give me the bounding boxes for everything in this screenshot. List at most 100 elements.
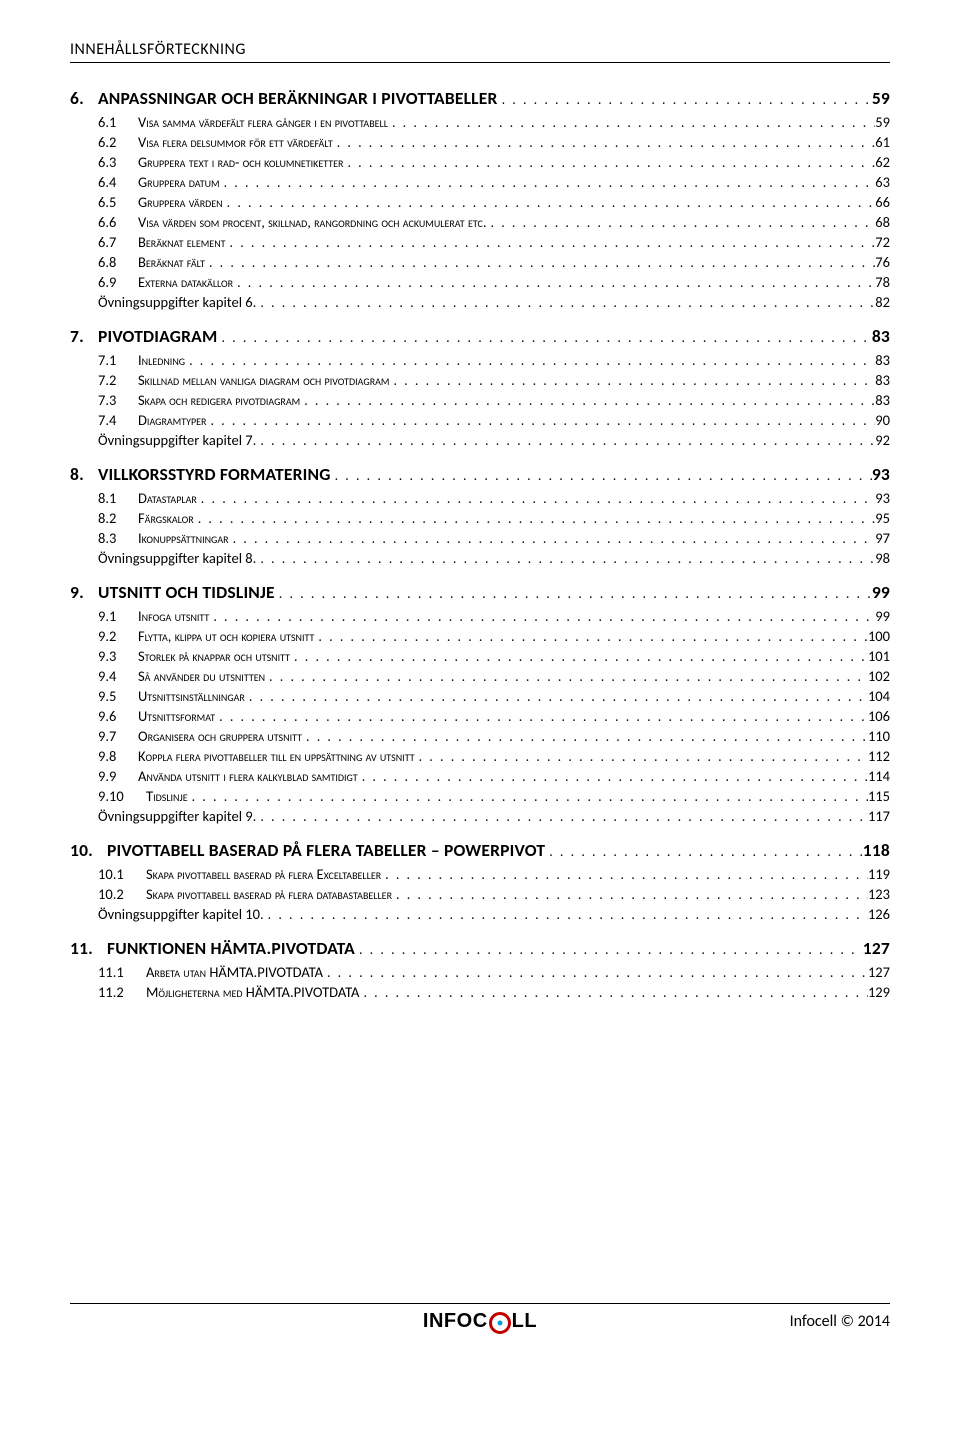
toc-sub-number: 7.4	[98, 411, 138, 429]
toc-subsection: 9.8Koppla flera pivottabeller till en up…	[70, 747, 890, 765]
toc-leader-dots: . . . . . . . . . . . . . . . . . . . . …	[215, 708, 868, 725]
toc-sub-page: 90	[875, 411, 890, 429]
toc-chapter: 9. UTSNITT OCH TIDSLINJE . . . . . . . . …	[70, 581, 890, 603]
toc-subsection: 8.2Färgskalor . . . . . . . . . . . . . …	[70, 509, 890, 527]
toc-chapter: 11.FUNKTIONEN HÄMTA.PIVOTDATA . . . . . …	[70, 937, 890, 959]
toc-leader-dots: . . . . . . . . . . . . . . . . . . . . …	[229, 530, 876, 547]
toc-leader-dots: . . . . . . . . . . . . . . . . . . . . …	[388, 114, 875, 131]
toc-sub-title: Inledning	[138, 351, 185, 369]
toc-sub-page: 61	[875, 133, 890, 151]
toc-sub-title: Organisera och gruppera utsnitt	[138, 727, 302, 745]
page-header-text: INNEHÅLLSFÖRTECKNING	[70, 40, 890, 59]
toc-basic-entry: Övningsuppgifter kapitel 7. . . . . . . …	[70, 431, 890, 449]
toc-sub-number: 9.3	[98, 647, 138, 665]
toc-basic-entry: Övningsuppgifter kapitel 8. . . . . . . …	[70, 549, 890, 567]
toc-chapter-number: 7.	[70, 325, 84, 347]
toc-leader-dots: . . . . . . . . . . . . . . . . . . . . …	[275, 585, 872, 602]
toc-subsection: 6.3Gruppera text i rad- och kolumnetiket…	[70, 153, 890, 171]
toc-sub-page: 112	[868, 747, 890, 765]
toc-sub-number: 9.10	[98, 787, 146, 805]
toc-sub-title: Beräknat element	[138, 233, 226, 251]
toc-leader-dots: . . . . . . . . . . . . . . . . . . . . …	[226, 234, 876, 251]
toc-subsection: 9.1Infoga utsnitt . . . . . . . . . . . …	[70, 607, 890, 625]
toc-chapter-number: 6.	[70, 87, 84, 109]
toc-sub-page: 106	[868, 707, 890, 725]
toc-chapter: 6.ANPASSNINGAR OCH BERÄKNINGAR I PIVOTTA…	[70, 87, 890, 109]
toc-sub-number: 9.6	[98, 707, 138, 725]
toc-sub-page: 59	[875, 113, 890, 131]
toc-sub-title: Gruppera värden	[138, 193, 223, 211]
toc-sub-number: 10.1	[98, 865, 146, 883]
toc-subsection: 10.2Skapa pivottabell baserad på flera d…	[70, 885, 890, 903]
toc-sub-page: 114	[868, 767, 890, 785]
toc-leader-dots: . . . . . . . . . . . . . . . . . . . . …	[194, 510, 876, 527]
toc-leader-dots: . . . . . . . . . . . . . . . . . . . . …	[392, 886, 868, 903]
toc-sub-page: 110	[868, 727, 890, 745]
toc-subsection: 9.9Använda utsnitt i flera kalkylblad sa…	[70, 767, 890, 785]
toc-subsection: 6.1Visa samma värdefält flera gånger i e…	[70, 113, 890, 131]
toc-sub-number: 9.5	[98, 687, 138, 705]
toc-leader-dots: . . . . . . . . . . . . . . . . . . . . …	[487, 214, 876, 231]
toc-leader-dots: . . . . . . . . . . . . . . . . . . . . …	[233, 274, 875, 291]
toc-sub-page: 129	[868, 983, 890, 1001]
toc-sub-page: 95	[875, 509, 890, 527]
toc-subsection: 6.4Gruppera datum . . . . . . . . . . . …	[70, 173, 890, 191]
toc-sub-title: Använda utsnitt i flera kalkylblad samti…	[138, 767, 358, 785]
toc-sub-number: 6.9	[98, 273, 138, 291]
toc-basic-page: 117	[868, 807, 890, 825]
brand-o-icon	[489, 1312, 511, 1334]
toc-sub-number: 8.1	[98, 489, 138, 507]
toc-sub-number: 9.9	[98, 767, 138, 785]
toc-sub-title: Infoga utsnitt	[138, 607, 209, 625]
brand-text-left: INFOC	[423, 1310, 488, 1333]
toc-sub-title: Flytta, klippa ut och kopiera utsnitt	[138, 627, 314, 645]
toc-subsection: 6.8Beräknat fält . . . . . . . . . . . .…	[70, 253, 890, 271]
toc-subsection: 9.10Tidslinje . . . . . . . . . . . . . …	[70, 787, 890, 805]
toc-leader-dots: . . . . . . . . . . . . . . . . . . . . …	[333, 134, 876, 151]
toc-leader-dots: . . . . . . . . . . . . . . . . . . . . …	[331, 467, 872, 484]
toc-leader-dots: . . . . . . . . . . . . . . . . . . . . …	[358, 768, 868, 785]
toc-subsection: 10.1Skapa pivottabell baserad på flera E…	[70, 865, 890, 883]
toc-sub-number: 6.6	[98, 213, 138, 231]
toc-subsection: 9.7Organisera och gruppera utsnitt . . .…	[70, 727, 890, 745]
toc-basic-entry: Övningsuppgifter kapitel 10. . . . . . .…	[70, 905, 890, 923]
toc-chapter-number: 10.	[70, 839, 93, 861]
toc-sub-title: Visa värden som procent, skillnad, rango…	[138, 213, 487, 231]
toc-chapter-number: 9.	[70, 581, 84, 603]
toc-leader-dots: . . . . . . . . . . . . . . . . . . . . …	[314, 628, 868, 645]
toc-leader-dots: . . . . . . . . . . . . . . . . . . . . …	[343, 154, 875, 171]
toc-sub-number: 9.4	[98, 667, 138, 685]
toc-basic-entry: Övningsuppgifter kapitel 6. . . . . . . …	[70, 293, 890, 311]
toc-sub-number: 11.1	[98, 963, 146, 981]
toc-sub-page: 119	[868, 865, 890, 883]
toc-sub-title: Möjligheterna med HÄMTA.PIVOTDATA	[146, 983, 359, 1001]
toc-subsection: 6.7Beräknat element . . . . . . . . . . …	[70, 233, 890, 251]
copyright-text: Infocell © 2014	[790, 1312, 890, 1331]
toc-subsection: 9.6Utsnittsformat . . . . . . . . . . . …	[70, 707, 890, 725]
toc-subsection: 6.5Gruppera värden . . . . . . . . . . .…	[70, 193, 890, 211]
toc-leader-dots: . . . . . . . . . . . . . . . . . . . . …	[188, 788, 868, 805]
toc-chapter: 8.VILLKORSSTYRD FORMATERING . . . . . . …	[70, 463, 890, 485]
footer-spacer-right: Infocell © 2014	[537, 1312, 890, 1331]
toc-chapter-title: PIVOTTABELL BASERAD PÅ FLERA TABELLER – …	[107, 839, 545, 861]
toc-sub-title: Tidslinje	[146, 787, 188, 805]
toc-sub-page: 93	[875, 489, 890, 507]
toc-subsection: 9.4Så använder du utsnitten . . . . . . …	[70, 667, 890, 685]
toc-leader-dots: . . . . . . . . . . . . . . . . . . . . …	[300, 392, 875, 409]
toc-chapter-page: 99	[872, 581, 890, 603]
toc-leader-dots: . . . . . . . . . . . . . . . . . . . . …	[256, 294, 875, 311]
toc-sub-page: 115	[868, 787, 890, 805]
toc-basic-page: 82	[875, 293, 890, 311]
toc-sub-title: Arbeta utan HÄMTA.PIVOTDATA	[146, 963, 323, 981]
toc-basic-page: 98	[875, 549, 890, 567]
toc-sub-page: 127	[868, 963, 890, 981]
brand-logo: INFOC LL	[423, 1310, 537, 1333]
toc-subsection: 9.5Utsnittsinställningar . . . . . . . .…	[70, 687, 890, 705]
toc-sub-title: Visa samma värdefält flera gånger i en p…	[138, 113, 388, 131]
page-footer: INFOC LL Infocell © 2014	[70, 1310, 890, 1333]
table-of-contents: 6.ANPASSNINGAR OCH BERÄKNINGAR I PIVOTTA…	[70, 87, 890, 1287]
toc-chapter-title: UTSNITT OCH TIDSLINJE	[98, 581, 275, 603]
toc-subsection: 7.3Skapa och redigera pivotdiagram . . .…	[70, 391, 890, 409]
toc-sub-page: 78	[875, 273, 890, 291]
toc-sub-number: 10.2	[98, 885, 146, 903]
